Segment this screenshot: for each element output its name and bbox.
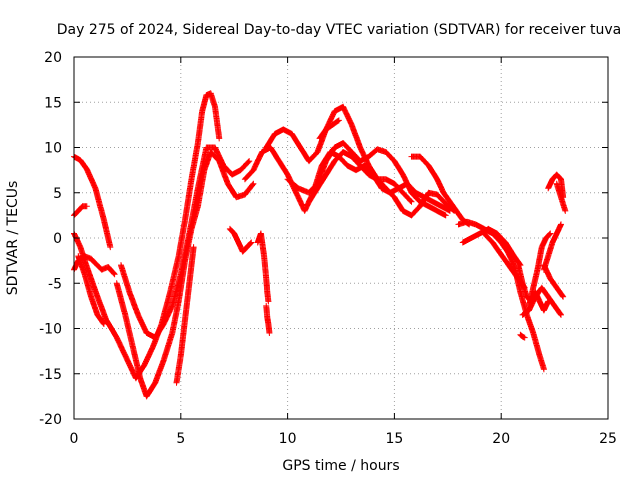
data-marker	[75, 253, 107, 327]
series-arc-17	[408, 153, 473, 228]
series-arc-4	[75, 253, 107, 327]
y-axis-label: SDTVAR / TECUs	[5, 181, 21, 296]
y-tick-label: 0	[53, 231, 62, 247]
data-marker	[408, 153, 473, 228]
series-arc-28	[517, 331, 528, 341]
y-tick-label: 20	[44, 50, 62, 66]
y-tick-label: -5	[48, 276, 62, 292]
data-marker	[71, 90, 223, 382]
y-tick-label: 5	[53, 186, 62, 202]
series-arc-11	[263, 302, 273, 336]
axis-ticks: 0 5 10 15 20 25 -20 -15 -10 -5 0 5 10 15 20	[39, 50, 617, 447]
series-arc-16	[316, 117, 342, 142]
series-arc-15	[306, 149, 415, 205]
series-arc-10	[254, 230, 272, 305]
y-tick-label: -15	[39, 367, 62, 383]
data-marker	[316, 117, 342, 142]
data-marker	[113, 149, 257, 400]
x-tick-label: 0	[70, 431, 79, 447]
series-arc-9	[226, 225, 255, 255]
y-tick-label: -20	[39, 412, 62, 428]
data-marker	[263, 302, 273, 336]
chart-title: Day 275 of 2024, Sidereal Day-to-day VTE…	[57, 22, 621, 38]
series-arc-2	[71, 90, 223, 382]
data-marker	[118, 144, 253, 341]
series-arc-7	[118, 144, 253, 341]
data-marker	[553, 180, 569, 214]
series-arc-8	[173, 244, 197, 386]
series-arc-23	[526, 230, 554, 309]
grid-lines	[74, 57, 608, 419]
data-marker	[306, 149, 415, 205]
y-tick-label: 15	[44, 95, 62, 111]
series-arc-14	[284, 140, 449, 219]
data-marker	[226, 225, 255, 255]
data-marker	[173, 244, 197, 386]
x-axis-label: GPS time / hours	[282, 458, 399, 474]
data-series	[71, 90, 569, 400]
data-marker	[526, 230, 554, 309]
data-marker	[517, 331, 528, 341]
x-tick-label: 5	[176, 431, 185, 447]
x-tick-label: 25	[599, 431, 617, 447]
series-arc-19	[459, 225, 524, 269]
data-marker	[459, 225, 524, 269]
series-arc-6	[113, 149, 257, 400]
x-tick-label: 15	[385, 431, 403, 447]
data-marker	[284, 140, 449, 219]
x-tick-label: 10	[279, 431, 297, 447]
series-arc-27	[540, 262, 567, 300]
y-tick-label: 10	[44, 141, 62, 157]
x-tick-label: 20	[492, 431, 510, 447]
series-arc-26	[553, 180, 569, 214]
y-tick-label: -10	[39, 322, 62, 338]
data-marker	[540, 262, 567, 300]
data-marker	[254, 230, 272, 305]
